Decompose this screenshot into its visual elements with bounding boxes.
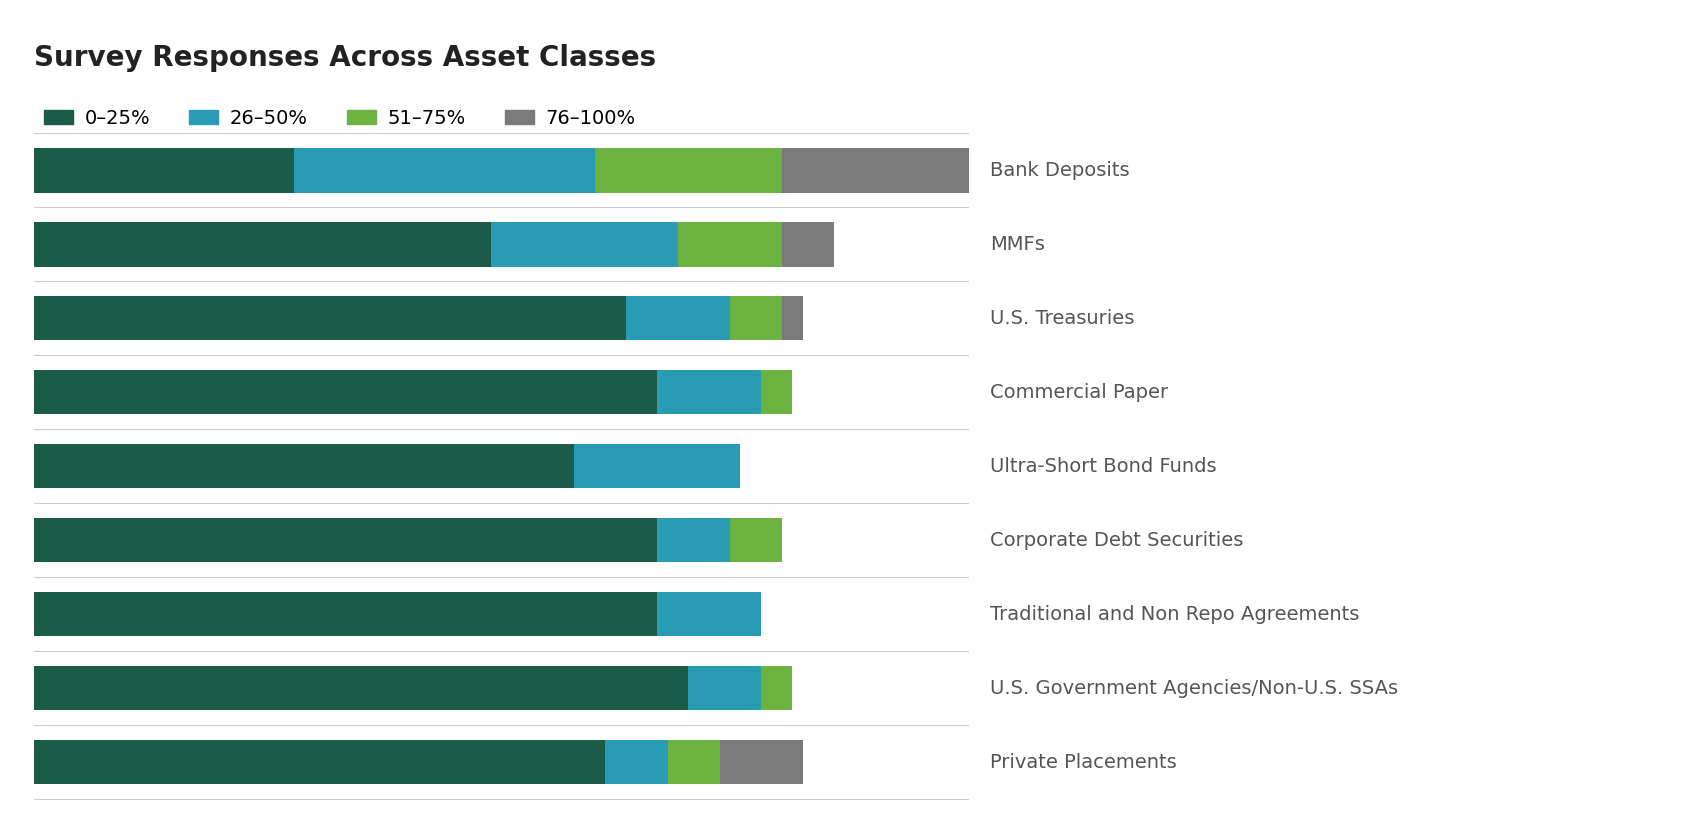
Bar [658, 592, 762, 637]
Text: Corporate Debt Securities: Corporate Debt Securities [989, 531, 1243, 549]
Text: Bank Deposits: Bank Deposits [989, 161, 1129, 180]
Bar [34, 444, 575, 488]
Bar [34, 222, 491, 266]
Bar [729, 296, 782, 340]
Bar [34, 296, 626, 340]
Bar [491, 222, 678, 266]
Bar [719, 740, 802, 785]
Text: MMFs: MMFs [989, 235, 1046, 254]
Bar [729, 518, 782, 562]
Bar [668, 740, 719, 785]
Text: U.S. Treasuries: U.S. Treasuries [989, 309, 1134, 328]
Bar [595, 148, 782, 192]
Bar [678, 222, 782, 266]
Text: Traditional and Non Repo Agreements: Traditional and Non Repo Agreements [989, 605, 1360, 623]
Bar [782, 222, 835, 266]
Bar [34, 148, 294, 192]
Bar [34, 592, 658, 637]
Bar [34, 740, 605, 785]
Bar [605, 740, 668, 785]
Legend: 0–25%, 26–50%, 51–75%, 76–100%: 0–25%, 26–50%, 51–75%, 76–100% [44, 108, 636, 128]
Bar [294, 148, 595, 192]
Text: Commercial Paper: Commercial Paper [989, 383, 1168, 402]
Bar [782, 296, 802, 340]
Bar [575, 444, 741, 488]
Text: U.S. Government Agencies/Non-U.S. SSAs: U.S. Government Agencies/Non-U.S. SSAs [989, 679, 1397, 697]
Bar [782, 148, 969, 192]
Bar [658, 370, 762, 414]
Bar [658, 518, 729, 562]
Text: Ultra-Short Bond Funds: Ultra-Short Bond Funds [989, 457, 1217, 475]
Bar [688, 666, 762, 711]
Bar [762, 666, 792, 711]
Bar [34, 370, 658, 414]
Bar [626, 296, 729, 340]
Bar [34, 666, 688, 711]
Bar [34, 518, 658, 562]
Bar [762, 370, 792, 414]
Text: Private Placements: Private Placements [989, 753, 1176, 771]
Text: Survey Responses Across Asset Classes: Survey Responses Across Asset Classes [34, 44, 656, 71]
